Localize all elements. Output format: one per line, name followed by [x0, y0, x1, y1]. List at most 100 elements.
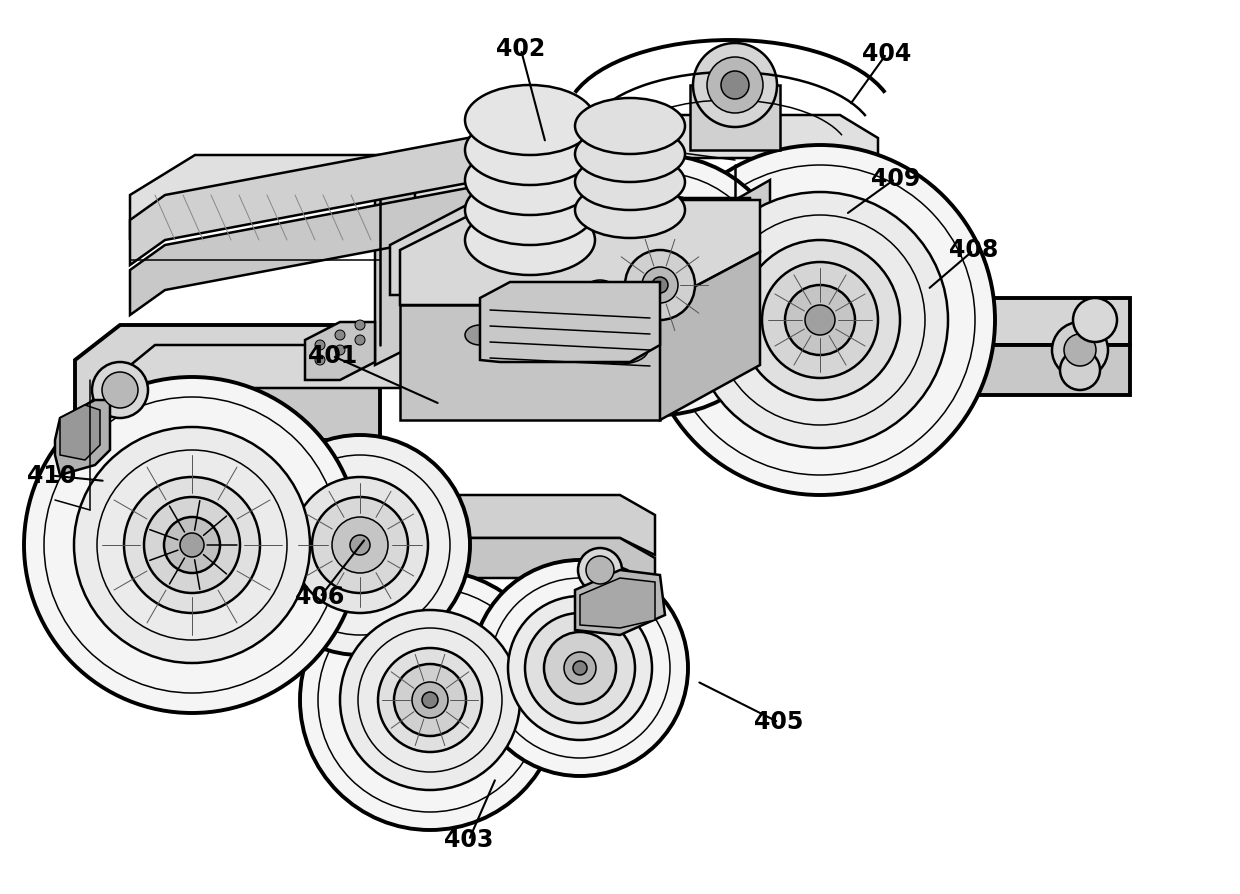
Text: 402: 402	[496, 38, 546, 61]
Ellipse shape	[575, 126, 684, 182]
Ellipse shape	[1064, 334, 1096, 366]
Ellipse shape	[642, 267, 678, 303]
Polygon shape	[391, 198, 750, 295]
Ellipse shape	[525, 613, 635, 723]
Ellipse shape	[340, 610, 520, 790]
Ellipse shape	[585, 280, 615, 300]
Polygon shape	[575, 570, 665, 635]
Ellipse shape	[355, 335, 365, 345]
Polygon shape	[735, 180, 770, 370]
Ellipse shape	[355, 320, 365, 330]
Ellipse shape	[1060, 350, 1100, 390]
Ellipse shape	[805, 305, 835, 335]
Polygon shape	[55, 400, 110, 475]
Ellipse shape	[102, 372, 138, 408]
Text: 401: 401	[308, 344, 357, 367]
Ellipse shape	[291, 477, 428, 613]
Ellipse shape	[335, 345, 345, 355]
Polygon shape	[310, 495, 655, 562]
Polygon shape	[130, 180, 510, 315]
Ellipse shape	[315, 355, 325, 365]
Polygon shape	[374, 178, 415, 365]
Ellipse shape	[180, 533, 205, 557]
Polygon shape	[310, 538, 655, 602]
Polygon shape	[74, 380, 379, 475]
Ellipse shape	[465, 85, 595, 155]
Polygon shape	[455, 135, 510, 168]
Ellipse shape	[124, 477, 260, 613]
Ellipse shape	[785, 285, 856, 355]
Ellipse shape	[575, 154, 684, 210]
Ellipse shape	[575, 182, 684, 238]
Polygon shape	[455, 328, 828, 412]
Ellipse shape	[693, 43, 777, 127]
Ellipse shape	[508, 596, 652, 740]
Polygon shape	[689, 85, 780, 150]
Ellipse shape	[74, 427, 310, 663]
Ellipse shape	[187, 515, 367, 575]
Polygon shape	[660, 252, 760, 420]
Ellipse shape	[575, 98, 684, 154]
Polygon shape	[580, 578, 655, 628]
Text: 403: 403	[444, 829, 494, 852]
Ellipse shape	[740, 240, 900, 400]
Ellipse shape	[564, 652, 596, 684]
Text: 405: 405	[754, 711, 804, 734]
Ellipse shape	[422, 692, 438, 708]
Ellipse shape	[232, 530, 322, 560]
Polygon shape	[130, 130, 510, 265]
Ellipse shape	[692, 192, 949, 448]
Ellipse shape	[378, 648, 482, 752]
Ellipse shape	[300, 570, 560, 830]
Ellipse shape	[465, 115, 595, 185]
Ellipse shape	[645, 145, 994, 495]
Ellipse shape	[335, 330, 345, 340]
Ellipse shape	[707, 57, 763, 113]
Polygon shape	[401, 305, 660, 420]
Ellipse shape	[144, 497, 241, 593]
Ellipse shape	[529, 155, 790, 415]
Text: 410: 410	[27, 464, 77, 487]
Ellipse shape	[350, 535, 370, 555]
Ellipse shape	[720, 71, 749, 99]
Ellipse shape	[587, 556, 614, 584]
Ellipse shape	[591, 336, 649, 364]
Ellipse shape	[472, 560, 688, 776]
Polygon shape	[74, 325, 379, 415]
Ellipse shape	[546, 295, 575, 315]
Ellipse shape	[652, 277, 668, 293]
Ellipse shape	[1052, 322, 1109, 378]
Ellipse shape	[250, 435, 470, 655]
Polygon shape	[820, 345, 1130, 420]
Polygon shape	[490, 115, 878, 198]
Polygon shape	[480, 282, 660, 362]
Ellipse shape	[1073, 298, 1117, 342]
Ellipse shape	[24, 377, 360, 713]
Ellipse shape	[578, 548, 622, 592]
Ellipse shape	[608, 233, 712, 337]
Ellipse shape	[465, 175, 595, 245]
Text: 406: 406	[295, 586, 345, 609]
Ellipse shape	[394, 664, 466, 736]
Ellipse shape	[625, 250, 694, 320]
Polygon shape	[60, 405, 100, 460]
Ellipse shape	[312, 497, 408, 593]
Text: 408: 408	[949, 239, 998, 262]
Polygon shape	[305, 322, 374, 380]
Text: 404: 404	[862, 42, 911, 65]
Ellipse shape	[465, 145, 595, 215]
Ellipse shape	[164, 517, 219, 573]
Ellipse shape	[570, 195, 750, 375]
Text: 409: 409	[870, 167, 920, 190]
Polygon shape	[401, 200, 760, 305]
Ellipse shape	[92, 362, 148, 418]
Ellipse shape	[465, 325, 495, 345]
Ellipse shape	[763, 262, 878, 378]
Ellipse shape	[412, 682, 448, 718]
Ellipse shape	[505, 310, 534, 330]
Ellipse shape	[315, 340, 325, 350]
Ellipse shape	[332, 517, 388, 573]
Polygon shape	[100, 345, 455, 432]
Ellipse shape	[465, 205, 595, 275]
Polygon shape	[130, 155, 510, 238]
